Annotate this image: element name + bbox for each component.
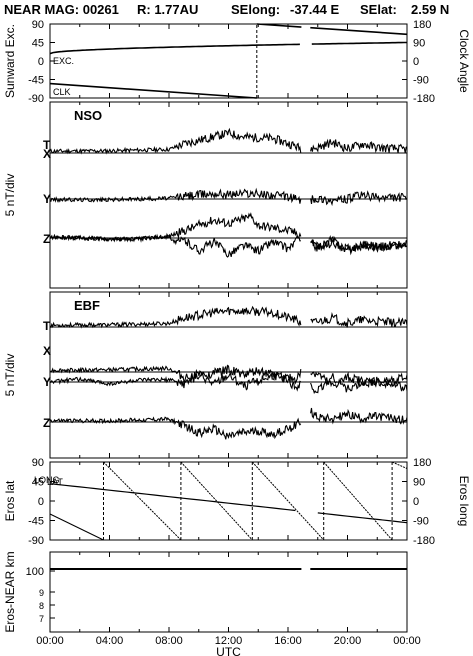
header-selong-label: SElong: (231, 2, 281, 17)
eros-lat-tick-label: 0 (38, 496, 44, 508)
ebf-series-t (49, 305, 302, 329)
nso-ylabel: 5 nT/div (3, 174, 17, 217)
series-clk-line (49, 82, 257, 99)
header-selat-value: 2.59 N (411, 2, 450, 17)
x-tick-label: 04:00 (96, 635, 124, 647)
x-tick-label: 12:00 (215, 635, 243, 647)
eros-lat-tick-label: -90 (28, 535, 44, 547)
ebf-series-y (49, 364, 301, 392)
clock-tick-label: 0 (413, 56, 419, 68)
nso-series-t (49, 127, 302, 155)
series-long-line (323, 461, 393, 541)
nso-series-z (49, 232, 301, 258)
nso-label-x: X (43, 147, 51, 161)
eros-near-tick-label: 100 (26, 566, 44, 578)
eros-long-tick-label: -90 (413, 516, 429, 528)
eros-lat-tick-label: -45 (28, 516, 44, 528)
series-long-line (49, 513, 104, 541)
nso-series-x (49, 187, 302, 204)
nso-series-z (310, 235, 408, 256)
eros-near-tick-label: 9 (39, 588, 44, 598)
ebf-ylabel: 5 nT/div (3, 354, 17, 397)
header-distance: R: 1.77AU (137, 2, 199, 17)
eros-lat-tick-label: 45 (32, 477, 44, 489)
ebf-series-x (49, 365, 302, 391)
exc-tick-label: -45 (28, 75, 44, 87)
x-tick-label: 00:00 (36, 635, 64, 647)
eros-lat-tick-label: 90 (32, 457, 44, 469)
ylabel-eros-long: Eros long (457, 476, 471, 527)
series-lat-line (49, 483, 296, 512)
ylabel-clock-angle: Clock Angle (457, 29, 471, 93)
series-long-line (180, 461, 253, 541)
long-annotation: LONG (34, 475, 60, 485)
clock-tick-label: 90 (413, 38, 425, 50)
ebf-series-t (310, 312, 408, 328)
xlabel-utc: UTC (216, 645, 241, 656)
series-exc-line (49, 43, 300, 55)
exc-tick-label: 90 (32, 19, 44, 31)
nso-series-y (49, 212, 302, 243)
eros-long-tick-label: 180 (413, 457, 431, 469)
clock-tick-label: -90 (413, 75, 429, 87)
exc-annotation: EXC. (53, 56, 74, 66)
panel-eros-near-frame (49, 551, 408, 633)
ylabel-eros-lat: Eros lat (3, 480, 17, 521)
nso-label-z: Z (43, 232, 50, 246)
eros-near-tick-label: 8 (39, 601, 44, 611)
header-selong-value: -37.44 E (290, 2, 340, 17)
header-selat-label: SElat: (360, 2, 397, 17)
ylabel-eros-near-km: Eros-NEAR km (3, 551, 17, 632)
nso-label-t: T (43, 138, 51, 152)
ylabel-sunward-exc: Sunward Exc. (3, 24, 17, 98)
nso-title: NSO (74, 108, 102, 123)
ebf-label-y: Y (43, 375, 51, 389)
exc-tick-label: 0 (38, 56, 44, 68)
x-tick-label: 20:00 (334, 635, 362, 647)
ebf-title: EBF (74, 298, 100, 313)
clk-annotation: CLK (53, 87, 71, 97)
series-clk-line (310, 26, 408, 36)
ebf-label-x: X (43, 344, 51, 358)
lat-annotation: LAT (47, 477, 63, 487)
header-title: NEAR MAG: 00261 (4, 2, 119, 17)
series-long-line (391, 461, 408, 469)
ebf-series-z (49, 416, 302, 440)
ebf-series-y (310, 373, 408, 395)
ebf-label-z: Z (43, 416, 50, 430)
panel-ebf-frame (49, 291, 408, 459)
eros-near-tick-label: 7 (39, 614, 44, 624)
ebf-series-x (310, 371, 408, 389)
series-long-line (103, 461, 182, 541)
nso-series-t (310, 138, 408, 154)
series-lat-line (317, 512, 408, 524)
ebf-label-t: T (43, 319, 51, 333)
nso-series-x (310, 190, 408, 207)
eros-long-tick-label: 0 (413, 496, 419, 508)
eros-long-tick-label: 90 (413, 477, 425, 489)
exc-tick-label: -90 (28, 93, 44, 105)
nso-label-y: Y (43, 192, 51, 206)
clock-tick-label: -180 (413, 93, 435, 105)
ebf-series-z (310, 407, 408, 425)
x-tick-label: 08:00 (155, 635, 183, 647)
series-clk-line (256, 23, 302, 28)
clock-tick-label: 180 (413, 19, 431, 31)
eros-long-tick-label: -180 (413, 535, 435, 547)
series-long-line (251, 461, 325, 541)
exc-tick-label: 45 (32, 38, 44, 50)
x-tick-label: 16:00 (274, 635, 302, 647)
series-exc-line (311, 41, 407, 45)
x-tick-label: 00:00 (393, 635, 421, 647)
